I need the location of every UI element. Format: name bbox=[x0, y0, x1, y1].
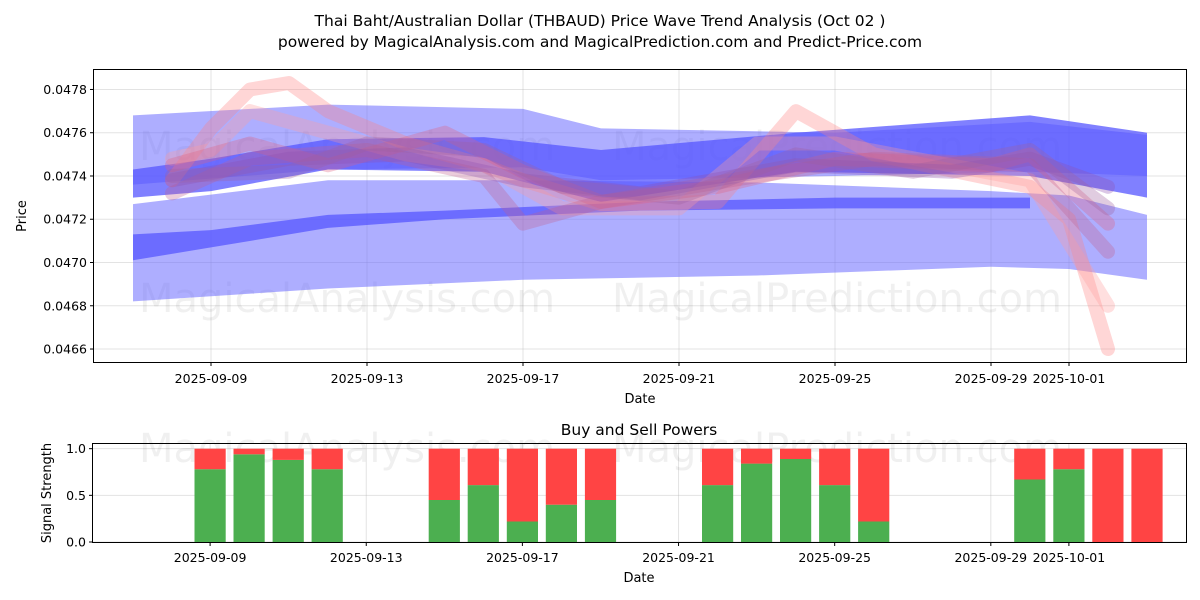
sell-bar bbox=[194, 448, 226, 470]
buy-bar bbox=[819, 485, 851, 542]
sell-bar bbox=[506, 448, 538, 522]
price-wave-line bbox=[165, 125, 1115, 231]
sell-bar bbox=[1092, 448, 1124, 542]
signal-x-tick-label: 2025-10-01 bbox=[1033, 550, 1106, 565]
signal-y-ticks: 0.0 0.5 1.0 bbox=[66, 441, 93, 550]
price-y-tick-label: 0.0476 bbox=[43, 125, 87, 140]
chart-title: Thai Baht/Australian Dollar (THBAUD) Pri… bbox=[314, 12, 886, 30]
price-y-tick-label: 0.0466 bbox=[43, 342, 87, 357]
trend-band bbox=[133, 115, 1147, 202]
sell-bar bbox=[858, 448, 890, 522]
buy-bar bbox=[233, 454, 265, 542]
signal-bars bbox=[194, 448, 1163, 542]
buy-bar bbox=[584, 500, 617, 542]
price-wave-line bbox=[165, 136, 1115, 216]
signal-plot-frame bbox=[92, 443, 1187, 543]
sell-bar bbox=[233, 448, 265, 455]
signal-x-tick-label: 2025-09-17 bbox=[486, 550, 559, 565]
sell-bar bbox=[819, 448, 851, 486]
sell-bar bbox=[272, 448, 304, 460]
buy-bar bbox=[1053, 469, 1085, 542]
sell-bar bbox=[702, 448, 734, 486]
signal-x-ticks: 2025-09-09 2025-09-13 2025-09-17 2025-09-21… bbox=[174, 542, 1105, 565]
signal-x-axis-label: Date bbox=[623, 571, 654, 586]
price-x-tick-label: 2025-09-25 bbox=[799, 371, 872, 386]
watermark-magicalprediction: MagicalPrediction.com bbox=[612, 276, 1062, 322]
buy-bar bbox=[467, 485, 499, 542]
signal-x-tick-label: 2025-09-21 bbox=[642, 550, 715, 565]
sell-bar bbox=[1053, 448, 1085, 470]
buy-bar bbox=[428, 500, 460, 542]
buy-bar bbox=[1014, 479, 1046, 542]
price-y-tick-label: 0.0470 bbox=[43, 255, 87, 270]
buy-bar bbox=[194, 469, 226, 542]
signal-x-tick-label: 2025-09-29 bbox=[954, 550, 1027, 565]
price-plot-frame bbox=[93, 69, 1187, 363]
signal-chart: Buy and Sell Powers MagicalAnalysis.com … bbox=[40, 421, 1187, 586]
sell-bar bbox=[741, 448, 773, 464]
signal-y-tick-label: 0.0 bbox=[66, 535, 86, 550]
chart-subtitle: powered by MagicalAnalysis.com and Magic… bbox=[278, 33, 922, 51]
price-x-tick-label: 2025-10-01 bbox=[1033, 371, 1106, 386]
price-y-tick-label: 0.0468 bbox=[43, 298, 87, 313]
buy-bar bbox=[272, 459, 304, 542]
price-wave-line bbox=[165, 143, 1115, 259]
price-wave-lines bbox=[165, 76, 1115, 356]
price-y-tick-label: 0.0474 bbox=[43, 168, 87, 183]
price-y-tick-label: 0.0478 bbox=[43, 82, 87, 97]
sell-bar bbox=[780, 448, 812, 459]
signal-y-tick-label: 1.0 bbox=[66, 441, 86, 456]
price-y-ticks: 0.0466 0.0468 0.0470 0.0472 0.0474 0.0476 0.04… bbox=[43, 82, 94, 357]
buy-bar bbox=[780, 458, 812, 542]
signal-y-tick-label: 0.5 bbox=[66, 488, 86, 503]
signal-y-axis-label: Signal Strength bbox=[40, 443, 55, 543]
price-chart: MagicalAnalysis.com MagicalPrediction.co… bbox=[15, 69, 1187, 407]
trend-band bbox=[133, 197, 1030, 261]
trend-band bbox=[133, 180, 1147, 302]
price-wave-line bbox=[165, 147, 1115, 201]
price-wave-line bbox=[165, 76, 1115, 356]
trend-bands bbox=[133, 104, 1147, 302]
price-x-tick-label: 2025-09-17 bbox=[487, 371, 560, 386]
buy-bar bbox=[545, 504, 577, 542]
signal-chart-title: Buy and Sell Powers bbox=[561, 421, 718, 439]
buy-bar bbox=[858, 521, 890, 542]
price-x-tick-label: 2025-09-13 bbox=[331, 371, 404, 386]
price-wave-line bbox=[165, 104, 1115, 313]
signal-x-tick-label: 2025-09-25 bbox=[798, 550, 871, 565]
buy-bar bbox=[311, 469, 343, 542]
price-y-tick-label: 0.0472 bbox=[43, 212, 87, 227]
price-x-tick-label: 2025-09-21 bbox=[643, 371, 716, 386]
sell-bar bbox=[467, 448, 499, 486]
buy-bar bbox=[506, 521, 538, 542]
price-y-axis-label: Price bbox=[15, 200, 30, 232]
price-x-tick-label: 2025-09-09 bbox=[175, 371, 248, 386]
price-x-tick-label: 2025-09-29 bbox=[955, 371, 1028, 386]
signal-x-tick-label: 2025-09-13 bbox=[330, 550, 403, 565]
sell-bar bbox=[1131, 448, 1163, 542]
price-x-axis-label: Date bbox=[624, 392, 655, 407]
sell-bar bbox=[428, 448, 460, 500]
buy-bar bbox=[741, 463, 773, 542]
sell-bar bbox=[584, 448, 617, 500]
signal-x-tick-label: 2025-09-09 bbox=[174, 550, 247, 565]
price-x-ticks: 2025-09-09 2025-09-13 2025-09-17 2025-09-21… bbox=[175, 362, 1106, 386]
buy-bar bbox=[702, 485, 734, 542]
sell-bar bbox=[545, 448, 577, 505]
sell-bar bbox=[311, 448, 343, 470]
sell-bar bbox=[1014, 448, 1046, 480]
